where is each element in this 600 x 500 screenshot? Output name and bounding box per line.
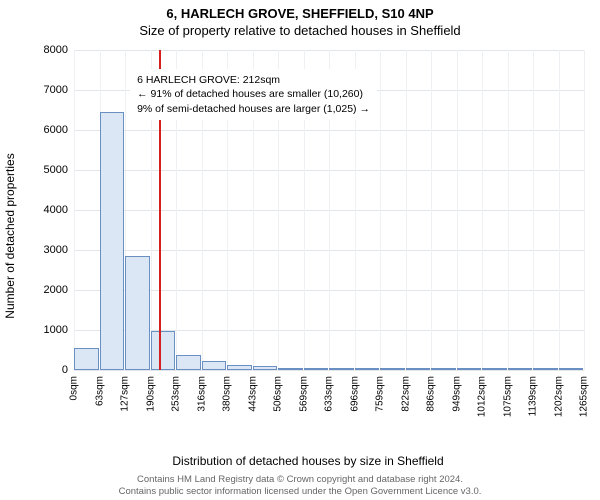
- x-tick-label: 886sqm: [426, 376, 437, 412]
- x-tick-label: 1265sqm: [579, 376, 590, 417]
- histogram-bar: [74, 348, 99, 370]
- histogram-bar: [278, 368, 303, 370]
- histogram-bar: [355, 368, 380, 370]
- gridline-v: [584, 50, 585, 370]
- histogram-bar: [380, 368, 405, 370]
- gridline-v: [431, 50, 432, 370]
- x-tick-label: 380sqm: [222, 376, 233, 412]
- x-tick-label: 1202sqm: [553, 376, 564, 417]
- annotation-line: ← 91% of detached houses are smaller (10…: [137, 87, 370, 101]
- histogram-bar: [100, 112, 125, 370]
- histogram-bar: [533, 368, 558, 370]
- footer-attribution: Contains HM Land Registry data © Crown c…: [0, 474, 600, 498]
- gridline-v: [533, 50, 534, 370]
- histogram-bar: [431, 368, 456, 370]
- histogram-bar: [304, 368, 329, 370]
- gridline-v: [74, 50, 75, 370]
- footer-line-1: Contains HM Land Registry data © Crown c…: [0, 474, 600, 486]
- annotation-box: 6 HARLECH GROVE: 212sqm← 91% of detached…: [130, 69, 377, 120]
- y-tick-label: 2000: [44, 284, 68, 296]
- y-tick-label: 6000: [44, 124, 68, 136]
- x-axis-label: Distribution of detached houses by size …: [172, 454, 443, 468]
- plot-area: 0100020003000400050006000700080000sqm63s…: [74, 50, 584, 370]
- x-tick-label: 569sqm: [298, 376, 309, 412]
- x-tick-label: 443sqm: [247, 376, 258, 412]
- x-tick-label: 316sqm: [196, 376, 207, 412]
- y-tick-label: 5000: [44, 164, 68, 176]
- histogram-bar: [227, 365, 252, 370]
- y-tick-label: 3000: [44, 244, 68, 256]
- x-tick-label: 253sqm: [171, 376, 182, 412]
- gridline-v: [559, 50, 560, 370]
- y-tick-label: 0: [62, 364, 68, 376]
- gridline-v: [482, 50, 483, 370]
- x-tick-label: 506sqm: [273, 376, 284, 412]
- y-tick-label: 4000: [44, 204, 68, 216]
- histogram-bar: [151, 331, 176, 370]
- x-tick-label: 1012sqm: [477, 376, 488, 417]
- x-tick-label: 822sqm: [400, 376, 411, 412]
- x-tick-label: 949sqm: [451, 376, 462, 412]
- x-tick-label: 759sqm: [375, 376, 386, 412]
- x-tick-label: 0sqm: [69, 376, 80, 400]
- histogram-bar: [125, 256, 150, 370]
- histogram-chart: Number of detached properties 0100020003…: [28, 46, 588, 426]
- y-tick-label: 7000: [44, 84, 68, 96]
- page-title-address: 6, HARLECH GROVE, SHEFFIELD, S10 4NP: [0, 6, 600, 21]
- histogram-bar: [253, 366, 278, 370]
- gridline-h: [74, 370, 584, 371]
- histogram-bar: [559, 368, 584, 370]
- x-tick-label: 190sqm: [145, 376, 156, 412]
- x-tick-label: 1139sqm: [528, 376, 539, 416]
- footer-line-2: Contains public sector information licen…: [0, 486, 600, 498]
- histogram-bar: [482, 368, 507, 370]
- histogram-bar: [176, 355, 201, 370]
- histogram-bar: [508, 368, 533, 370]
- gridline-v: [380, 50, 381, 370]
- page-subtitle: Size of property relative to detached ho…: [0, 23, 600, 38]
- x-tick-label: 633sqm: [324, 376, 335, 412]
- y-tick-label: 8000: [44, 44, 68, 56]
- histogram-bar: [406, 368, 431, 370]
- annotation-line: 9% of semi-detached houses are larger (1…: [137, 102, 370, 116]
- histogram-bar: [457, 368, 482, 370]
- gridline-v: [406, 50, 407, 370]
- gridline-v: [457, 50, 458, 370]
- gridline-v: [508, 50, 509, 370]
- histogram-bar: [202, 361, 227, 370]
- x-tick-label: 1075sqm: [502, 376, 513, 417]
- x-tick-label: 696sqm: [349, 376, 360, 412]
- annotation-line: 6 HARLECH GROVE: 212sqm: [137, 73, 370, 87]
- y-tick-label: 1000: [44, 324, 68, 336]
- y-axis-label: Number of detached properties: [3, 153, 17, 318]
- histogram-bar: [329, 368, 354, 370]
- x-tick-label: 63sqm: [94, 376, 105, 406]
- x-tick-label: 127sqm: [120, 376, 131, 412]
